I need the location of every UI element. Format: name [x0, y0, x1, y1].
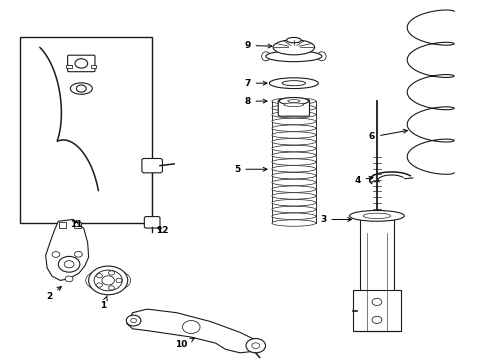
Bar: [66, 64, 72, 68]
Ellipse shape: [272, 172, 316, 179]
Circle shape: [75, 59, 88, 68]
FancyBboxPatch shape: [145, 217, 160, 228]
Text: 3: 3: [320, 215, 351, 224]
Circle shape: [182, 320, 200, 333]
Circle shape: [52, 252, 60, 257]
Ellipse shape: [272, 206, 316, 213]
Circle shape: [94, 270, 122, 291]
Ellipse shape: [272, 179, 316, 186]
Text: 10: 10: [175, 338, 194, 350]
Circle shape: [64, 261, 74, 268]
Ellipse shape: [272, 220, 316, 226]
Polygon shape: [127, 309, 260, 353]
Circle shape: [97, 283, 102, 287]
Circle shape: [89, 266, 128, 295]
Ellipse shape: [272, 199, 316, 206]
Ellipse shape: [272, 166, 316, 172]
Ellipse shape: [273, 40, 315, 55]
Circle shape: [131, 319, 137, 323]
Bar: [59, 222, 66, 228]
Ellipse shape: [349, 211, 404, 221]
Ellipse shape: [272, 193, 316, 199]
Circle shape: [126, 315, 141, 326]
Ellipse shape: [272, 125, 316, 131]
Circle shape: [109, 286, 115, 290]
Ellipse shape: [86, 269, 131, 292]
Ellipse shape: [266, 51, 322, 62]
Text: 4: 4: [354, 176, 373, 185]
Polygon shape: [46, 220, 89, 280]
Circle shape: [76, 85, 86, 92]
Bar: [360, 216, 394, 330]
Bar: [74, 222, 81, 228]
Bar: [20, 37, 152, 223]
Ellipse shape: [272, 98, 316, 104]
Text: 12: 12: [156, 226, 168, 235]
Ellipse shape: [272, 139, 316, 145]
Circle shape: [74, 251, 82, 257]
Ellipse shape: [71, 83, 92, 94]
Ellipse shape: [272, 152, 316, 158]
FancyBboxPatch shape: [68, 55, 95, 72]
Ellipse shape: [272, 112, 316, 118]
Ellipse shape: [363, 213, 391, 219]
Text: 7: 7: [244, 79, 267, 88]
Text: 9: 9: [244, 41, 272, 50]
Text: 2: 2: [47, 287, 61, 301]
Circle shape: [58, 256, 80, 272]
Text: 1: 1: [100, 296, 107, 310]
Circle shape: [372, 298, 382, 306]
Ellipse shape: [272, 145, 316, 152]
Ellipse shape: [272, 118, 316, 125]
FancyBboxPatch shape: [142, 158, 162, 173]
Text: 5: 5: [234, 165, 267, 174]
Ellipse shape: [272, 132, 316, 138]
Circle shape: [109, 271, 115, 275]
Circle shape: [252, 343, 260, 348]
Circle shape: [116, 278, 122, 283]
Ellipse shape: [272, 213, 316, 220]
Ellipse shape: [270, 78, 318, 89]
Ellipse shape: [284, 103, 304, 107]
Circle shape: [65, 276, 73, 282]
Ellipse shape: [288, 100, 300, 103]
FancyBboxPatch shape: [278, 100, 310, 116]
Ellipse shape: [272, 105, 316, 111]
Ellipse shape: [318, 52, 326, 61]
Bar: [91, 64, 97, 68]
Ellipse shape: [287, 37, 301, 43]
Ellipse shape: [272, 159, 316, 165]
Circle shape: [97, 274, 102, 278]
Circle shape: [246, 338, 266, 353]
Ellipse shape: [272, 186, 316, 192]
Circle shape: [372, 316, 382, 323]
Bar: [353, 291, 401, 330]
Text: 8: 8: [245, 96, 267, 105]
Ellipse shape: [279, 98, 309, 105]
Text: 11: 11: [70, 220, 83, 229]
Text: 6: 6: [369, 129, 407, 141]
Ellipse shape: [262, 52, 270, 61]
Circle shape: [102, 276, 115, 285]
Ellipse shape: [282, 81, 306, 86]
